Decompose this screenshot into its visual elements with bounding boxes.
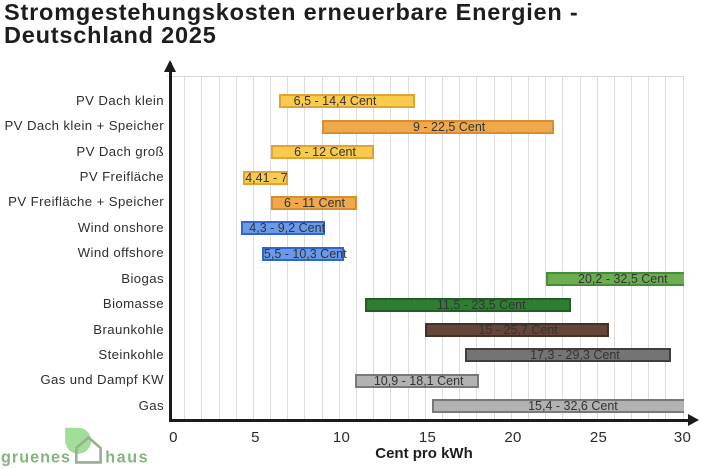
svg-text:gruenes: gruenes bbox=[1, 448, 71, 466]
svg-text:haus: haus bbox=[105, 448, 149, 466]
